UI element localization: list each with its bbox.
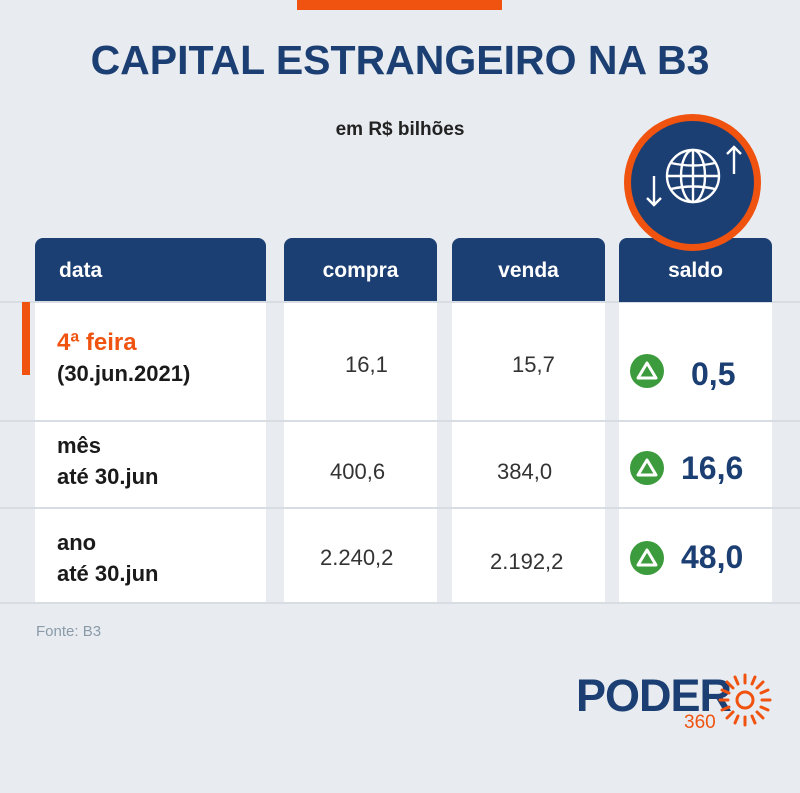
logo-wordmark: PODER (576, 670, 732, 721)
row-label-line2: (30.jun.2021) (57, 361, 191, 386)
row-label-line1: 4ª feira (57, 329, 137, 356)
table-row-label: ano até 30.jun (57, 527, 158, 589)
column-data (35, 302, 266, 603)
compra-value: 400,6 (330, 459, 386, 484)
page-title: CAPITAL ESTRANGEIRO NA B3 (90, 37, 710, 83)
row-divider (0, 602, 800, 604)
row-label-line1: ano (57, 530, 97, 555)
trend-up-icon (630, 541, 664, 575)
header-compra: compra (284, 238, 437, 302)
row-divider (0, 301, 800, 303)
highlight-marker (22, 302, 30, 375)
row-label-line1: mês (57, 433, 102, 458)
row-label-line2: até 30.jun (57, 464, 159, 489)
venda-value: 2.192,2 (490, 549, 564, 574)
compra-value: 2.240,2 (320, 545, 394, 570)
row-divider (0, 507, 800, 509)
saldo-value: 16,6 (681, 450, 744, 486)
compra-value: 16,1 (345, 352, 388, 377)
header-saldo: saldo (619, 238, 772, 302)
table-row-label: mês até 30.jun (57, 430, 158, 492)
source-note: Fonte: B3 (36, 623, 102, 640)
poder360-logo: PODER 360 (576, 670, 776, 740)
top-accent-bar (297, 0, 502, 10)
venda-value: 15,7 (512, 352, 555, 377)
globe-arrows-icon (624, 114, 761, 251)
column-venda (452, 302, 605, 603)
page-subtitle: em R$ bilhões (335, 119, 465, 140)
row-label-line2: até 30.jun (57, 561, 159, 586)
trend-up-icon (630, 451, 664, 485)
trend-up-icon (630, 354, 664, 388)
saldo-value: 0,5 (691, 356, 736, 392)
table-row-label: 4ª feira (30.jun.2021) (57, 327, 190, 389)
venda-value: 384,0 (497, 459, 553, 484)
saldo-value: 48,0 (681, 539, 744, 575)
row-divider (0, 420, 800, 422)
sunburst-icon (718, 673, 772, 727)
header-data: data (35, 238, 266, 302)
logo-number: 360 (684, 712, 716, 733)
column-compra (284, 302, 437, 603)
header-venda: venda (452, 238, 605, 302)
